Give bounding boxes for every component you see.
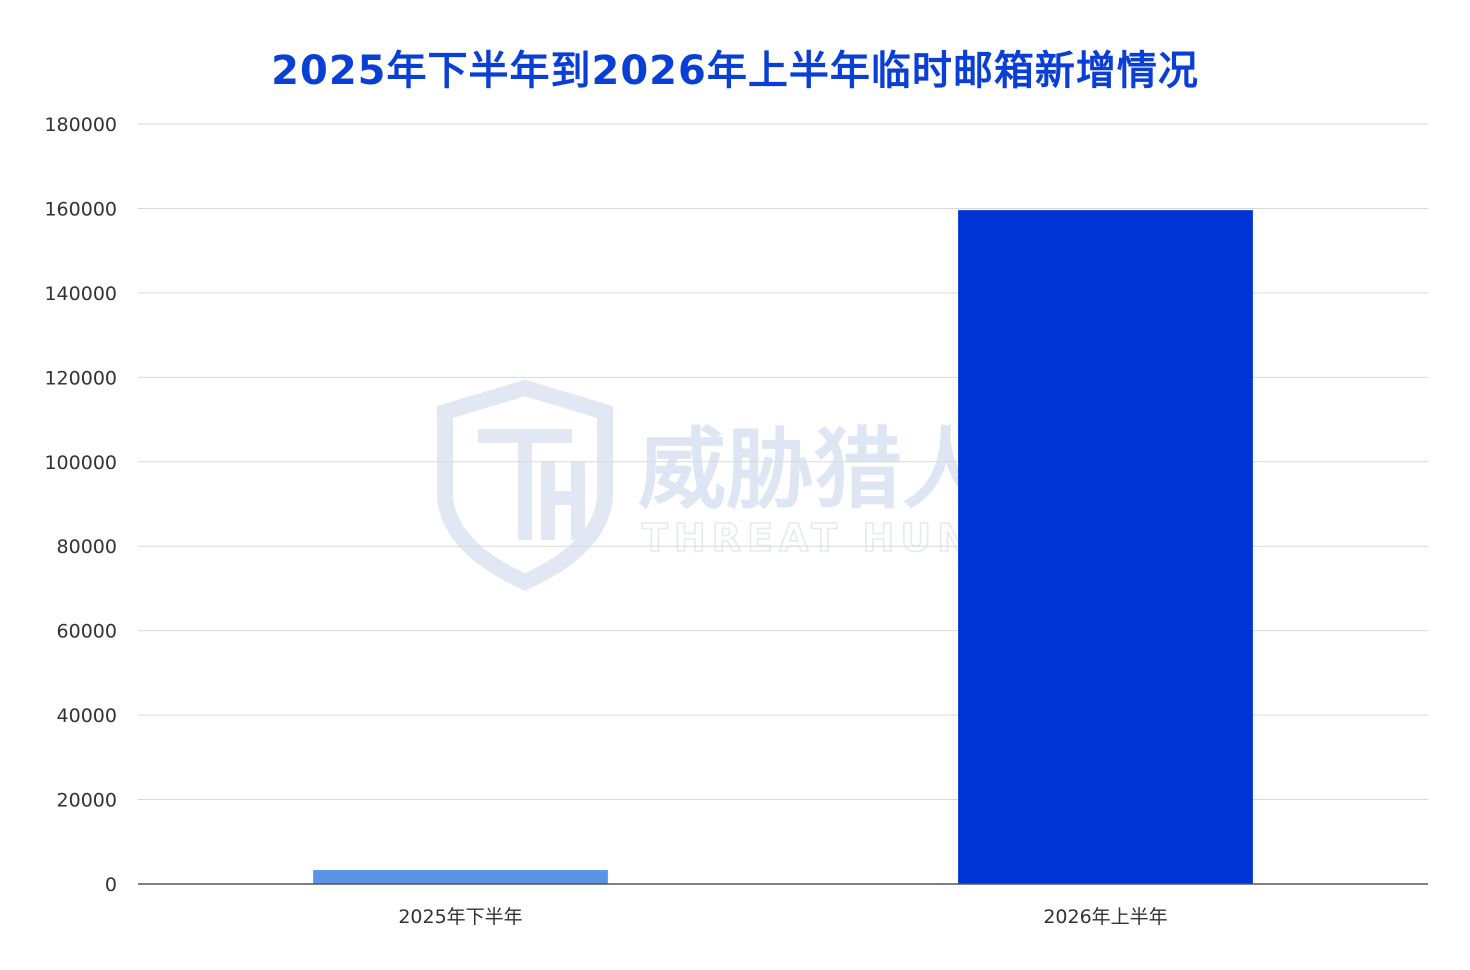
x-category-label: 2025年下半年 (398, 906, 522, 928)
watermark-shield-logo (437, 379, 613, 591)
y-tick-label: 60000 (57, 621, 117, 643)
bar-2 (958, 210, 1253, 885)
y-tick-label: 40000 (57, 705, 117, 727)
labels: 0 20000 40000 60000 80000 100000 120000 140000 1… (44, 114, 1167, 928)
y-tick-label: 0 (105, 874, 117, 896)
y-tick-label: 160000 (44, 198, 117, 220)
watermark-th-letters (478, 429, 585, 540)
watermark-text-cn: 威胁猎人 (638, 418, 990, 521)
chart-title: 2025年下半年到2026年上半年临时邮箱新增情况 (271, 48, 1199, 94)
y-tick-label: 180000 (44, 114, 117, 136)
y-tick-label: 140000 (44, 283, 117, 305)
y-tick-label: 120000 (44, 367, 117, 389)
bars (313, 210, 1253, 885)
y-tick-label: 80000 (57, 536, 117, 558)
y-tick-label: 20000 (57, 790, 117, 812)
x-category-label: 2026年上半年 (1043, 906, 1167, 928)
y-tick-label: 100000 (44, 452, 117, 474)
bar-1 (313, 870, 608, 884)
